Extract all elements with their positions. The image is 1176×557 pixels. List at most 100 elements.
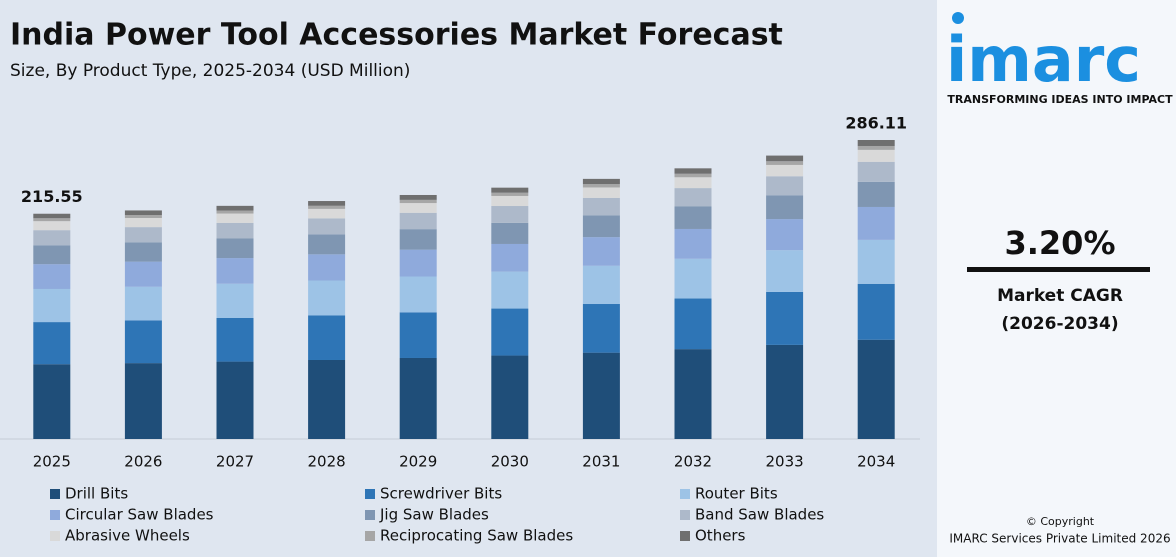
- legend-label: Drill Bits: [65, 485, 128, 503]
- bar-segment: [308, 280, 346, 316]
- bar-segment: [124, 320, 162, 364]
- bar-segment: [582, 187, 620, 198]
- legend-label: Reciprocating Saw Blades: [380, 527, 573, 545]
- bar-segment: [33, 230, 71, 246]
- x-tick-label: 2031: [582, 453, 620, 471]
- x-tick-label: 2030: [491, 453, 529, 471]
- bar-segment: [308, 218, 346, 235]
- legend-swatch: [680, 510, 690, 520]
- copyright: © Copyright: [1026, 515, 1095, 528]
- bar-segment: [33, 288, 71, 323]
- legend-label: Band Saw Blades: [695, 506, 824, 524]
- bar-segment: [33, 245, 71, 265]
- bar-segment: [399, 249, 437, 277]
- bar-segment: [399, 312, 437, 358]
- cagr-value: 3.20%: [1004, 224, 1115, 262]
- cagr-label: Market CAGR: [997, 286, 1123, 306]
- logo: imarc: [946, 23, 1141, 96]
- bar-segment: [491, 187, 529, 193]
- legend-label: Jig Saw Blades: [379, 506, 489, 524]
- bar-segment: [857, 140, 895, 146]
- bar-segment: [216, 205, 254, 211]
- bar-segment: [399, 194, 437, 200]
- bar-segment: [674, 188, 712, 207]
- bar-segment: [857, 161, 895, 182]
- bar-segment: [857, 239, 895, 284]
- chart-subtitle: Size, By Product Type, 2025-2034 (USD Mi…: [10, 61, 410, 81]
- bar-segment: [33, 221, 71, 231]
- bar-segment: [766, 344, 804, 439]
- legend-swatch: [680, 489, 690, 499]
- total-label: 286.11: [845, 114, 907, 133]
- bar-segment: [766, 164, 804, 177]
- bar-segment: [124, 286, 162, 321]
- bar-segment: [124, 227, 162, 243]
- bar-segment: [491, 243, 529, 272]
- bar-segment: [308, 359, 346, 439]
- bar-segment: [491, 195, 529, 207]
- bar-segment: [491, 355, 529, 439]
- bar-segment: [216, 238, 254, 259]
- bar-segment: [674, 258, 712, 299]
- bar-segment: [33, 364, 71, 439]
- x-tick-label: 2025: [33, 453, 71, 471]
- bar-segment: [766, 219, 804, 251]
- bar-segment: [124, 363, 162, 439]
- bar-segment: [582, 178, 620, 185]
- chart-title: India Power Tool Accessories Market Fore…: [10, 18, 783, 53]
- bar-segment: [582, 352, 620, 439]
- legend-label: Screwdriver Bits: [380, 485, 502, 503]
- bar-segment: [33, 322, 71, 365]
- bar-segment: [582, 215, 620, 238]
- bar-segment: [674, 168, 712, 174]
- bar-segment: [33, 264, 71, 289]
- bar-segment: [308, 254, 346, 281]
- bar-segment: [582, 197, 620, 216]
- bar-segment: [491, 206, 529, 223]
- bar-segment: [124, 261, 162, 287]
- cagr-period: (2026-2034): [1001, 314, 1118, 334]
- bar-segment: [308, 234, 346, 255]
- bar-segment: [857, 206, 895, 240]
- bar-segment: [491, 192, 529, 196]
- bar-segment: [308, 315, 346, 360]
- bar-segment: [857, 181, 895, 207]
- bar-segment: [124, 210, 162, 216]
- bar-segment: [216, 258, 254, 284]
- legend-swatch: [365, 489, 375, 499]
- bar-segment: [674, 177, 712, 189]
- x-tick-label: 2033: [766, 453, 804, 471]
- bar-segment: [674, 298, 712, 350]
- legend-label: Circular Saw Blades: [65, 506, 214, 524]
- logo-dot: [952, 12, 964, 24]
- bar-segment: [124, 242, 162, 262]
- bar-segment: [766, 291, 804, 345]
- bar-segment: [216, 222, 254, 239]
- bar-segment: [308, 205, 346, 209]
- bar-segment: [674, 173, 712, 178]
- legend-swatch: [50, 510, 60, 520]
- bar-segment: [766, 161, 804, 165]
- bar-segment: [216, 361, 254, 439]
- bar-segment: [857, 283, 895, 340]
- bar-segment: [857, 339, 895, 439]
- bar-segment: [216, 210, 254, 214]
- x-tick-label: 2029: [399, 453, 437, 471]
- copyright-owner: IMARC Services Private Limited 2026: [949, 532, 1170, 546]
- bar-segment: [124, 215, 162, 218]
- sidebar-background: [937, 0, 1176, 557]
- x-tick-label: 2026: [124, 453, 162, 471]
- x-tick-label: 2034: [857, 453, 895, 471]
- bar-segment: [124, 217, 162, 228]
- x-tick-label: 2027: [216, 453, 254, 471]
- bar-segment: [582, 184, 620, 188]
- x-tick-label: 2028: [308, 453, 346, 471]
- cagr-rule: [967, 267, 1150, 272]
- total-label: 215.55: [21, 187, 83, 206]
- bar-segment: [766, 176, 804, 196]
- x-tick-label: 2032: [674, 453, 712, 471]
- legend-label: Abrasive Wheels: [65, 527, 190, 545]
- bar-segment: [674, 349, 712, 439]
- bar-segment: [857, 149, 895, 162]
- bar-segment: [491, 308, 529, 356]
